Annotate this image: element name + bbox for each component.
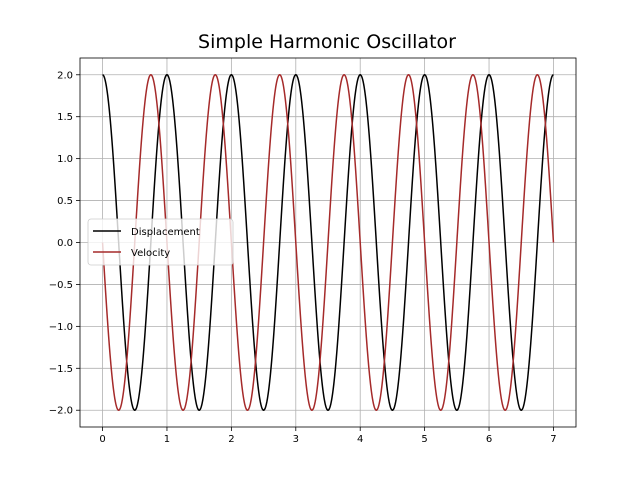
x-axis-ticks: 0 1 2 3 4 5 6 7 [99,427,557,445]
y-tick-label: −1.5 [49,364,73,375]
y-tick-label: 1.5 [57,112,73,123]
y-tick-label: −1.0 [49,322,73,333]
x-tick-label: 7 [550,434,556,445]
y-tick-label: −2.0 [49,406,73,417]
x-tick-label: 5 [421,434,427,445]
legend: Displacement Velocity [87,218,234,266]
legend-label: Velocity [131,248,170,259]
series-line-displacement [102,73,554,412]
series-line-velocity [101,73,555,412]
y-tick-label: −0.5 [49,280,73,291]
x-tick-label: 2 [228,434,234,445]
y-tick-label: 0.0 [57,238,73,249]
x-tick-label: 4 [357,434,363,445]
x-tick-label: 1 [164,434,170,445]
series-layer [101,73,555,412]
legend-label: Displacement [131,227,200,238]
y-tick-label: 1.0 [57,154,73,165]
y-tick-label: 0.5 [57,196,73,207]
y-tick-label: 2.0 [57,70,73,81]
x-tick-label: 3 [293,434,299,445]
x-tick-label: 0 [99,434,105,445]
chart-title: Simple Harmonic Oscillator [198,31,456,53]
legend-box [87,218,234,266]
x-tick-label: 6 [486,434,492,445]
y-axis-ticks: −2.0 −1.5 −1.0 −0.5 0.0 0.5 1.0 1.5 2.0 [49,70,80,417]
